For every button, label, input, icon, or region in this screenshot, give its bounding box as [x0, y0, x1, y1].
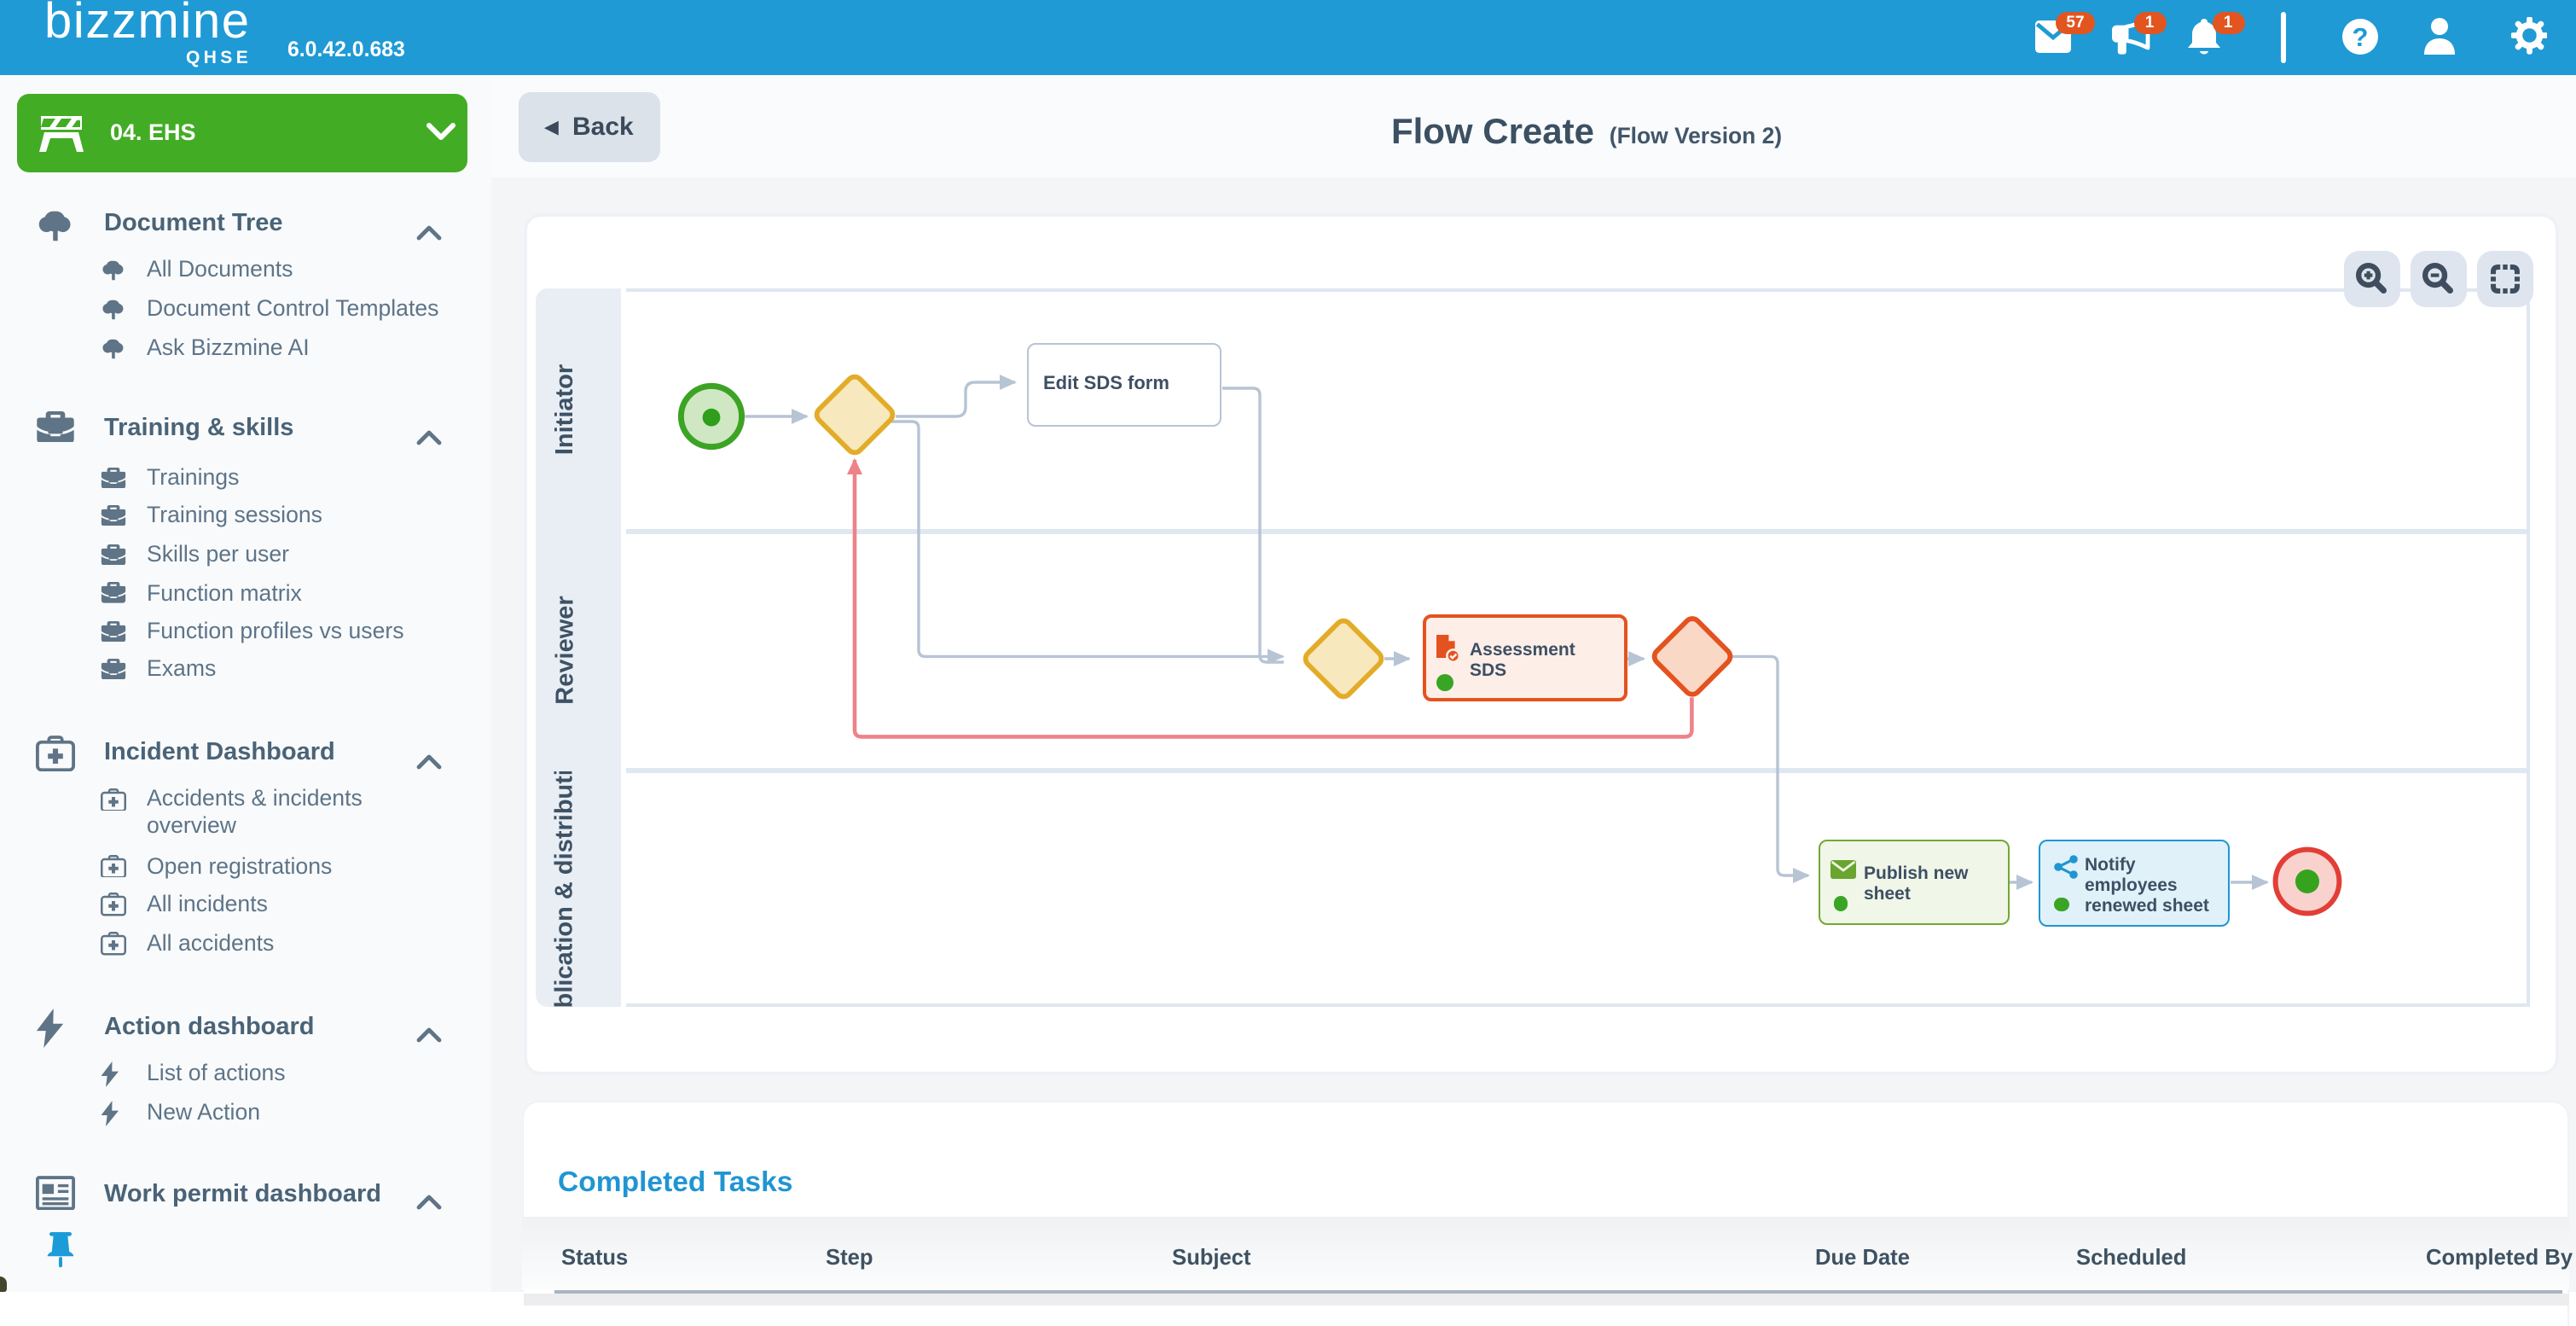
svg-text:?: ? [2353, 21, 2369, 51]
